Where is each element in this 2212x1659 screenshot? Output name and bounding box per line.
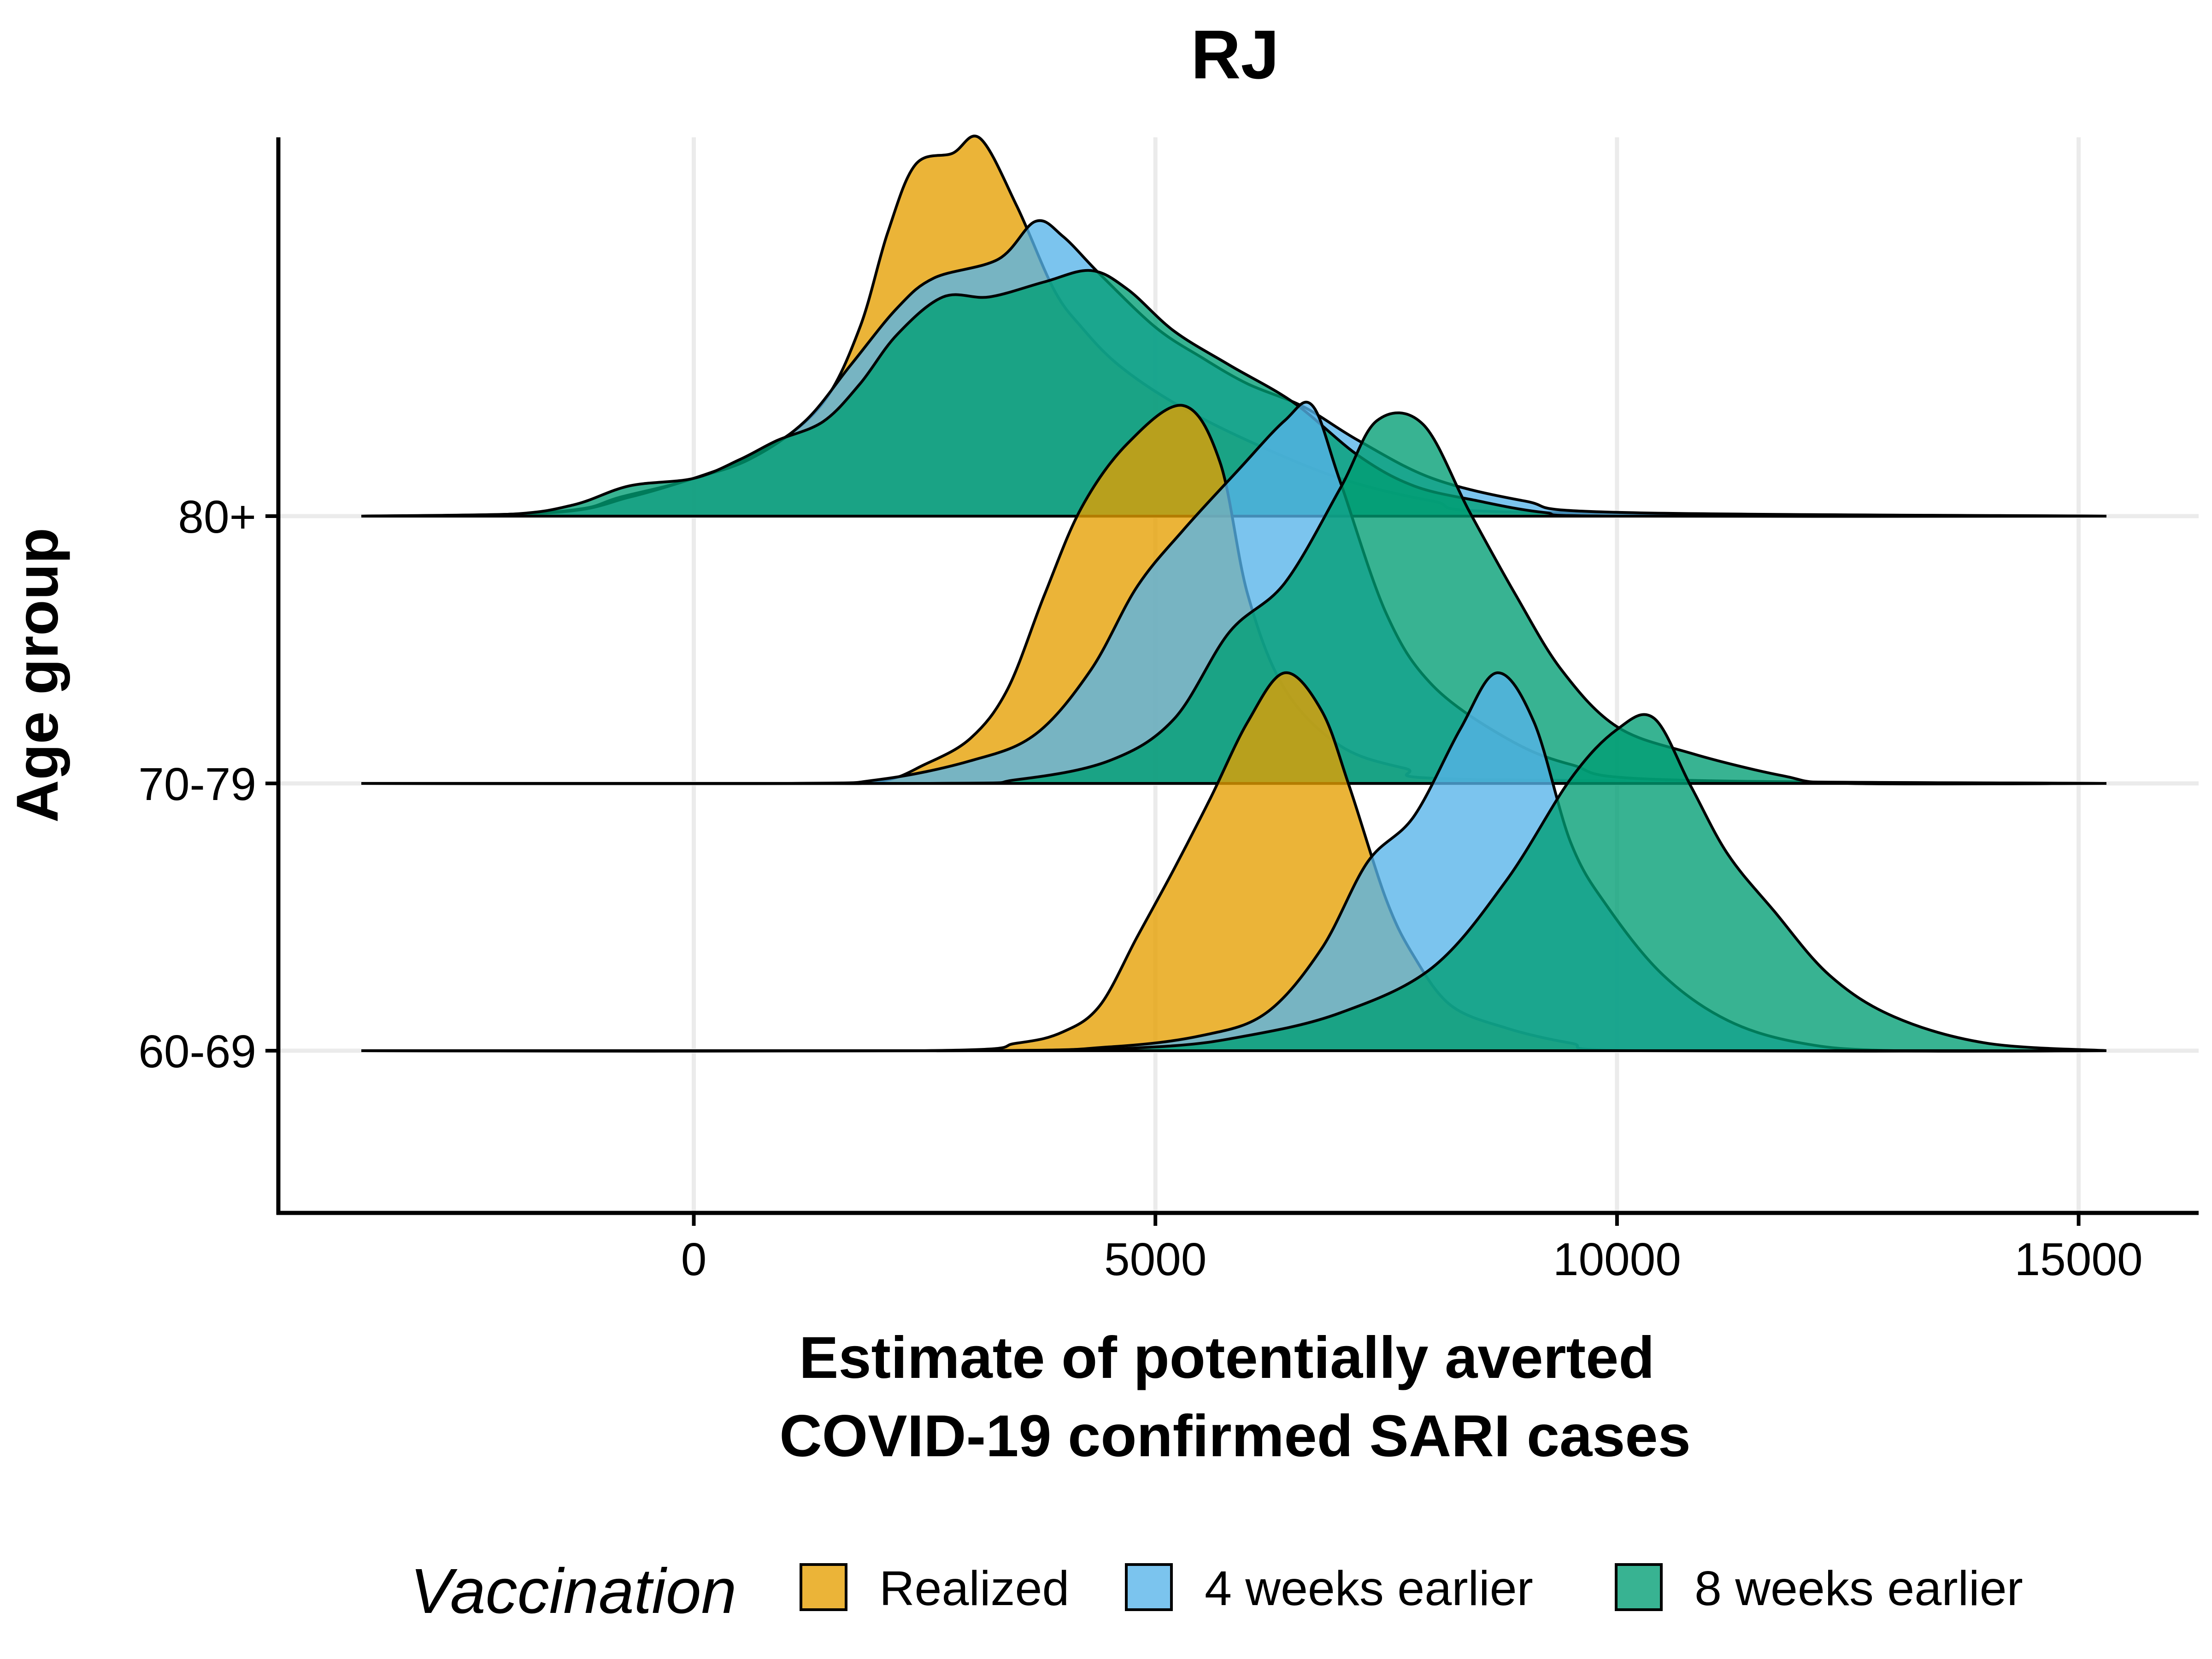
ridge-fill-60-69-2 [361, 714, 2106, 1051]
legend-key-0 [800, 1563, 847, 1611]
y-tick-label-60-69: 60-69 [138, 1026, 256, 1077]
x-tick-label-2: 10000 [1553, 1234, 1681, 1285]
legend-key-2 [1615, 1563, 1663, 1611]
ridge-outline-80+-2 [361, 269, 2106, 518]
ridge-fill-60-69-0 [361, 672, 2106, 1052]
x-axis-title: Estimate of potentially averted COVID-19… [779, 1325, 1691, 1469]
x-axis: 0 5000 10000 15000 [681, 1213, 2143, 1285]
legend-label-1: 4 weeks earlier [1205, 1561, 1533, 1616]
chart-title: RJ [1191, 16, 1279, 93]
ridge-fill-70-79-1 [361, 402, 2106, 784]
legend: Vaccination Realized 4 weeks earlier 8 wee… [410, 1556, 2023, 1627]
y-axis-title: Age group [5, 528, 71, 823]
ridge-group-70-79 [361, 400, 2106, 786]
x-tick-label-0: 0 [681, 1234, 707, 1285]
ridge-group-80+ [361, 135, 2106, 518]
ridge-outline-70-79-2 [361, 411, 2106, 786]
legend-label-0: Realized [879, 1561, 1069, 1616]
ridge-group-60-69 [361, 671, 2106, 1053]
x-tick-label-3: 15000 [2015, 1234, 2143, 1285]
x-axis-title-line-1: Estimate of potentially averted [799, 1325, 1655, 1391]
x-tick-label-1: 5000 [1104, 1234, 1206, 1285]
ridge-fill-70-79-2 [361, 412, 2106, 784]
ridge-fill-80+-2 [361, 270, 2106, 517]
plot-area [361, 135, 2106, 1053]
x-axis-title-line-2: COVID-19 confirmed SARI cases [779, 1403, 1691, 1469]
legend-key-1 [1125, 1563, 1173, 1611]
y-tick-label-70-79: 70-79 [138, 759, 256, 810]
y-axis: 60-69 70-79 80+ [138, 491, 278, 1077]
legend-label-2: 8 weeks earlier [1694, 1561, 2023, 1616]
y-tick-label-80+: 80+ [178, 491, 256, 543]
legend-title: Vaccination [410, 1556, 736, 1627]
